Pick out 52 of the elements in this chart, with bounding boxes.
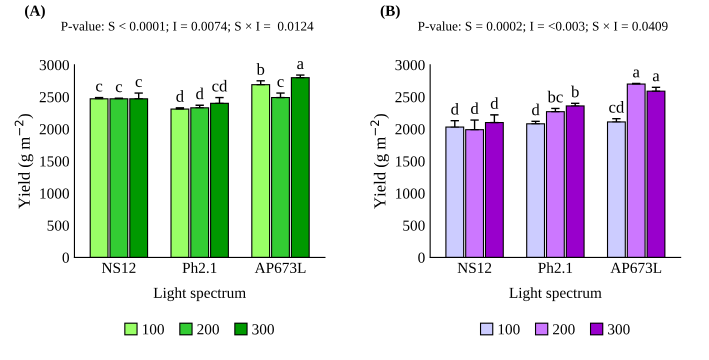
data-label: a: [297, 61, 304, 70]
legend-label: 100: [142, 324, 164, 334]
y-tick-label: 1000: [40, 188, 69, 199]
data-label: a: [652, 73, 660, 82]
y-tick-label: 2500: [395, 92, 425, 102]
x-tick-label: NS12: [458, 262, 492, 274]
legend-label: 100: [498, 324, 520, 334]
y-tick-label: 2000: [395, 124, 425, 134]
chart-subtitle: P-value: S < 0.0001; I = 0.0074; S × I = 0.0124: [61, 21, 314, 32]
legend-label: 300: [252, 324, 274, 334]
y-tick-label: 3000: [395, 60, 425, 70]
legend-label: 200: [197, 324, 219, 334]
y-tick-label: 500: [48, 220, 69, 231]
data-label: c: [277, 79, 284, 88]
legend-label: 200: [553, 324, 575, 334]
data-label: d: [532, 104, 540, 116]
legend-label: 300: [608, 324, 630, 334]
x-axis-title: Light spectrum: [509, 287, 602, 302]
data-label: d: [471, 102, 479, 114]
y-axis-title: Yield (g m$^{−2}$): [14, 114, 34, 209]
x-tick-label: AP673L: [254, 262, 306, 274]
data-label: d: [451, 102, 459, 115]
data-label: a: [633, 69, 640, 78]
y-tick-label: 2500: [40, 92, 69, 102]
data-label: bc: [548, 90, 563, 103]
x-tick-label: Ph2.1: [538, 262, 572, 274]
y-tick-label: 2000: [40, 124, 69, 134]
chart-subtitle: P-value: S = 0.0002; I = <0.003; S × I = 0.0409: [418, 21, 668, 32]
x-tick-label: Ph2.1: [182, 262, 216, 274]
x-tick-label: AP673L: [610, 262, 662, 274]
data-label: b: [256, 63, 264, 75]
y-axis-title: Yield (g m$^{−2}$): [370, 114, 389, 209]
y-tick-label: 1500: [40, 156, 69, 167]
chart-title: (B): [380, 5, 400, 19]
data-label: c: [136, 79, 142, 88]
data-label: d: [176, 90, 184, 102]
data-label: c: [116, 84, 122, 92]
y-tick-label: 500: [403, 220, 425, 231]
y-tick-label: 1000: [396, 188, 425, 199]
y-tick-label: 0: [62, 252, 69, 263]
chart-title: (A): [25, 5, 45, 19]
x-axis-title: Light spectrum: [154, 287, 246, 302]
y-tick-label: 1500: [396, 156, 425, 167]
data-label: c: [96, 84, 102, 92]
data-label: d: [196, 88, 204, 100]
data-label: cd: [609, 101, 624, 113]
x-tick-label: NS12: [102, 262, 136, 274]
y-tick-label: 0: [418, 252, 425, 263]
y-tick-label: 3000: [40, 60, 69, 70]
data-label: b: [571, 86, 579, 98]
data-label: cd: [212, 80, 228, 92]
data-label: d: [490, 97, 498, 109]
